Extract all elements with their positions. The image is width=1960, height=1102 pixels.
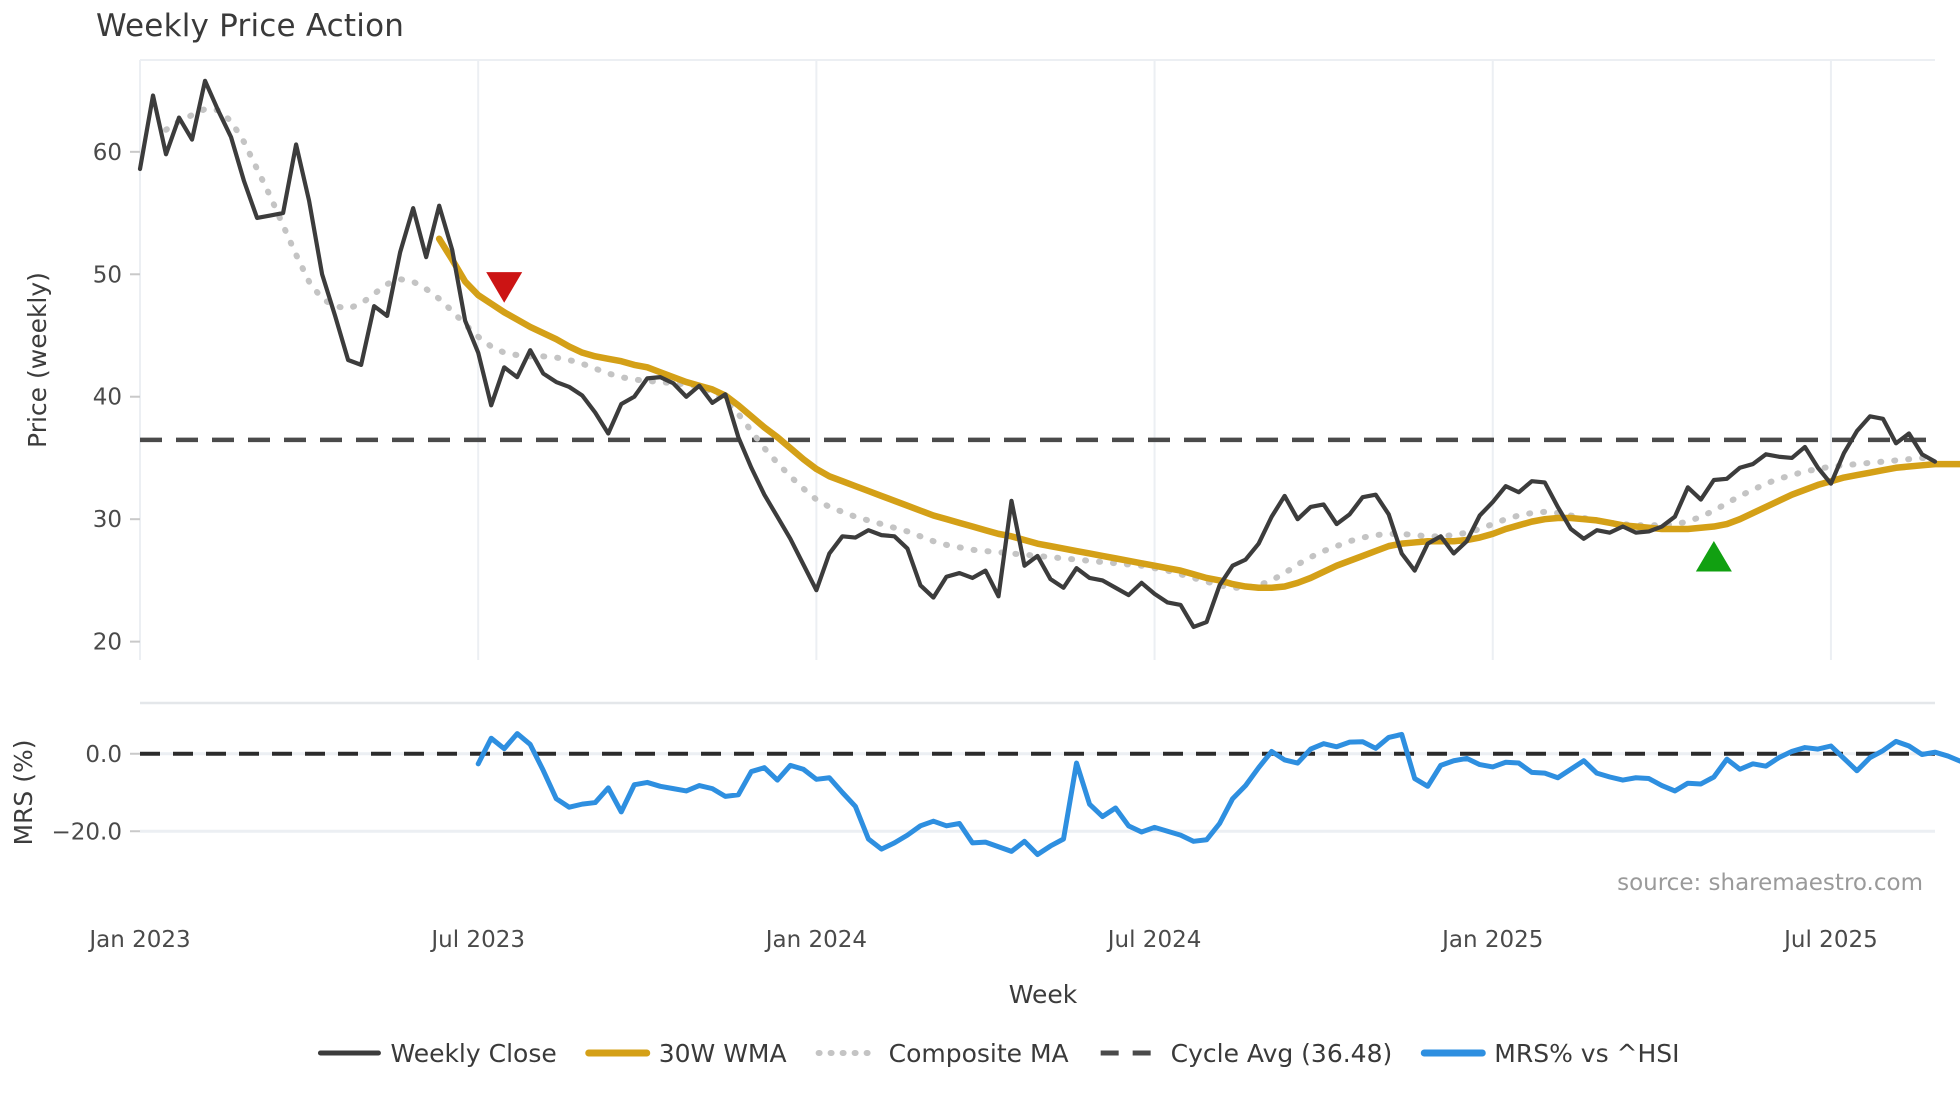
legend-item[interactable]: Weekly Close <box>317 1039 557 1068</box>
legend-label: Weekly Close <box>390 1039 556 1068</box>
legend-label: MRS% vs ^HSI <box>1494 1039 1679 1068</box>
price-y-tick-label: 20 <box>93 630 122 656</box>
legend-label: Composite MA <box>889 1039 1069 1068</box>
legend-item[interactable]: 30W WMA <box>585 1039 787 1068</box>
x-axis-title: Week <box>1009 980 1078 1009</box>
price-y-tick-label: 40 <box>93 385 122 411</box>
series-mrs-percent <box>475 731 1960 857</box>
legend-item[interactable]: Cycle Avg (36.48) <box>1100 1039 1393 1068</box>
x-tick-label: Jul 2025 <box>1782 927 1878 953</box>
legend-label: Cycle Avg (36.48) <box>1171 1039 1393 1068</box>
mrs-axis-title: MRS (%) <box>9 739 38 845</box>
legend-item[interactable]: Composite MA <box>815 1039 1069 1068</box>
x-tick-label: Jan 2024 <box>764 927 867 953</box>
x-tick-label: Jul 2024 <box>1106 927 1202 953</box>
x-tick-label: Jan 2023 <box>87 927 190 953</box>
price-axis-title: Price (weekly) <box>23 272 52 448</box>
series-weekly-close <box>137 78 1938 630</box>
buy-marker <box>1695 540 1732 572</box>
price-y-tick-label: 50 <box>93 262 122 288</box>
x-tick-label: Jul 2023 <box>429 927 525 953</box>
series-30w-wma <box>435 235 1960 592</box>
mrs-y-tick-label: 0.0 <box>85 742 122 768</box>
legend-label: 30W WMA <box>659 1039 787 1068</box>
price-y-tick-label: 30 <box>93 507 122 533</box>
series-composite-ma <box>163 105 1938 591</box>
legend-item[interactable]: MRS% vs ^HSI <box>1420 1039 1680 1068</box>
sell-marker <box>486 272 523 303</box>
page-title: Weekly Price Action <box>96 8 405 44</box>
mrs-y-tick-label: −20.0 <box>52 819 122 845</box>
source-watermark: source: sharemaestro.com <box>1617 870 1923 896</box>
price-y-tick-label: 60 <box>93 140 122 166</box>
x-tick-label: Jan 2025 <box>1440 927 1543 953</box>
